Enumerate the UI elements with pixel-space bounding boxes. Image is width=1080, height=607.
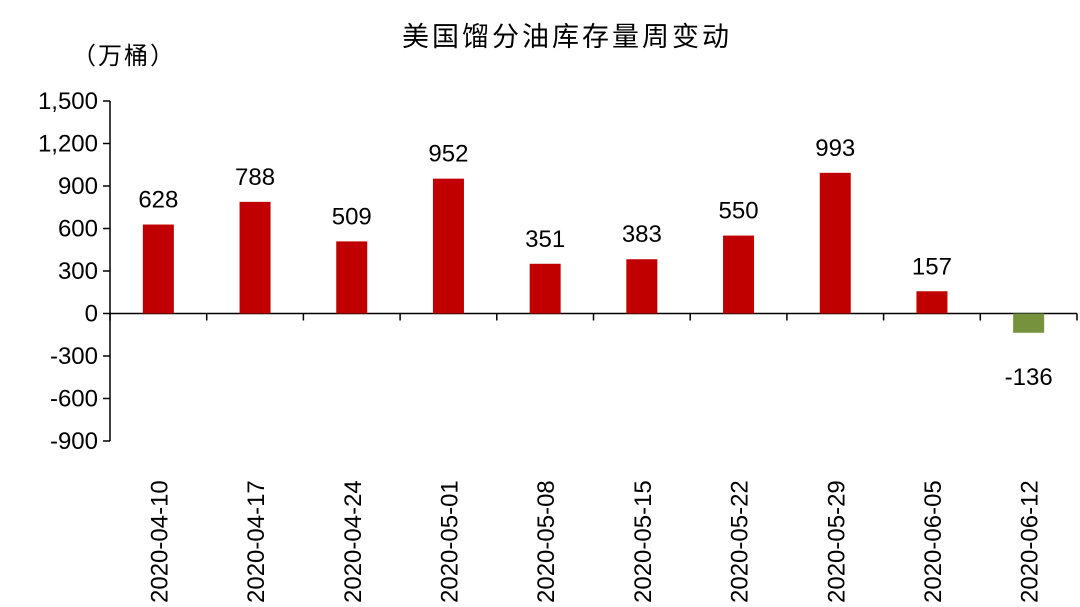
data-label: 383: [622, 221, 662, 248]
y-tick-label: -600: [50, 386, 98, 413]
y-axis-unit-label: （万桶）: [72, 42, 176, 70]
x-tick-label: 2020-05-01: [436, 480, 463, 603]
x-tick-label: 2020-05-15: [630, 480, 657, 603]
x-tick-label: 2020-05-08: [533, 480, 560, 603]
data-label: 351: [525, 226, 565, 253]
y-tick-label: 600: [58, 216, 98, 243]
bar: [723, 235, 755, 314]
x-tick-label: 2020-05-22: [727, 480, 754, 603]
bars: [142, 172, 1045, 333]
x-tick-label: 2020-04-10: [146, 480, 173, 603]
data-label: 952: [428, 141, 468, 168]
bar: [336, 241, 368, 314]
data-label: 157: [912, 253, 952, 280]
bar: [1013, 313, 1045, 333]
bar: [142, 224, 174, 314]
x-tick-label: 2020-04-17: [243, 480, 270, 603]
chart-title: 美国馏分油库存量周变动: [402, 22, 732, 53]
axes: 1,500 1,200 900 600 300 0 -300 -600 -900 2020-04-…: [38, 88, 1078, 603]
data-labels: 628 788 509 952 351 383 550 993 157 -136: [138, 135, 1052, 391]
x-tick-label: 2020-06-05: [920, 480, 947, 603]
y-tick-label: -300: [50, 343, 98, 370]
bar: [529, 263, 561, 314]
y-tick-label: 900: [58, 173, 98, 200]
x-tick-label: 2020-05-29: [823, 480, 850, 603]
bar: [626, 259, 658, 314]
data-label: 788: [235, 164, 275, 191]
bar: [432, 178, 464, 314]
bar: [239, 201, 271, 314]
data-label: 509: [332, 203, 372, 230]
bar: [916, 291, 948, 314]
data-label: -136: [1005, 364, 1053, 391]
data-label: 550: [719, 198, 759, 225]
y-tick-label: 0: [85, 301, 98, 328]
y-tick-label: -900: [50, 428, 98, 455]
bar: [819, 172, 851, 314]
data-label: 628: [138, 187, 178, 214]
data-label: 993: [815, 135, 855, 162]
y-tick-label: 1,500: [38, 88, 98, 115]
x-tick-label: 2020-04-24: [340, 480, 367, 603]
x-tick-label: 2020-06-12: [1017, 480, 1044, 603]
y-tick-label: 300: [58, 258, 98, 285]
y-tick-label: 1,200: [38, 131, 98, 158]
